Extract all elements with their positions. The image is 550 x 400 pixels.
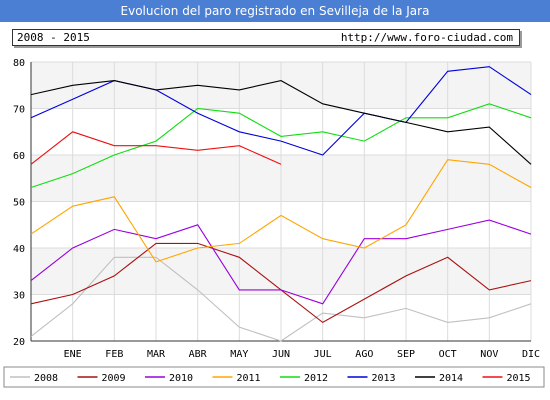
y-tick-label: 60 bbox=[13, 151, 25, 162]
x-tick-labels: ENE FEB MAR ABR MAY JUN JUL AGO SEP OCT NOV DIC bbox=[64, 349, 540, 360]
legend-label-2015: 2015 bbox=[507, 373, 531, 384]
series-line-2010 bbox=[30, 219, 532, 305]
x-tick-label: FEB bbox=[105, 349, 123, 360]
legend: 2008 2009 2010 2011 2012 2013 2014 2015 bbox=[3, 366, 545, 388]
legend-label-2009: 2009 bbox=[102, 373, 126, 384]
legend-label-2014: 2014 bbox=[439, 373, 463, 384]
y-tick-label: 80 bbox=[13, 58, 25, 69]
chart-title: Evolucion del paro registrado en Seville… bbox=[0, 0, 550, 22]
source-url: http://www.foro-ciudad.com bbox=[340, 31, 513, 44]
y-tick-label: 40 bbox=[13, 244, 25, 255]
legend-label-2008: 2008 bbox=[34, 373, 58, 384]
x-tick-label: ABR bbox=[189, 349, 208, 360]
series-lines bbox=[30, 66, 532, 342]
x-tick-label: MAR bbox=[147, 349, 166, 360]
legend-label-2010: 2010 bbox=[169, 373, 193, 384]
x-tick-label: MAY bbox=[230, 349, 248, 360]
x-tick-label: SEP bbox=[397, 349, 415, 360]
y-tick-label: 70 bbox=[13, 105, 25, 116]
series-line-2015 bbox=[30, 131, 282, 165]
series-line-2014 bbox=[30, 80, 532, 165]
info-box: 2008 - 2015 http://www.foro-ciudad.com bbox=[12, 29, 520, 46]
series-line-2008 bbox=[30, 256, 532, 342]
x-tick-label: JUN bbox=[272, 349, 290, 360]
series-line-2012 bbox=[30, 103, 532, 189]
x-tick-label: ENE bbox=[64, 349, 82, 360]
y-tick-label: 30 bbox=[13, 291, 25, 302]
x-tick-label: OCT bbox=[439, 349, 457, 360]
legend-box bbox=[3, 366, 545, 388]
legend-label-2012: 2012 bbox=[304, 373, 328, 384]
legend-label-2013: 2013 bbox=[372, 373, 396, 384]
series-line-2011 bbox=[30, 159, 532, 263]
x-tick-label: JUL bbox=[314, 349, 332, 360]
y-tick-label: 50 bbox=[13, 198, 25, 209]
x-tick-label: AGO bbox=[355, 349, 373, 360]
x-tick-label: DIC bbox=[522, 349, 540, 360]
y-tick-labels: 20 30 40 50 60 70 80 bbox=[13, 58, 25, 348]
year-range: 2008 - 2015 bbox=[17, 31, 90, 44]
y-tick-label: 20 bbox=[13, 337, 25, 348]
x-tick-label: NOV bbox=[480, 349, 498, 360]
legend-label-2011: 2011 bbox=[237, 373, 261, 384]
